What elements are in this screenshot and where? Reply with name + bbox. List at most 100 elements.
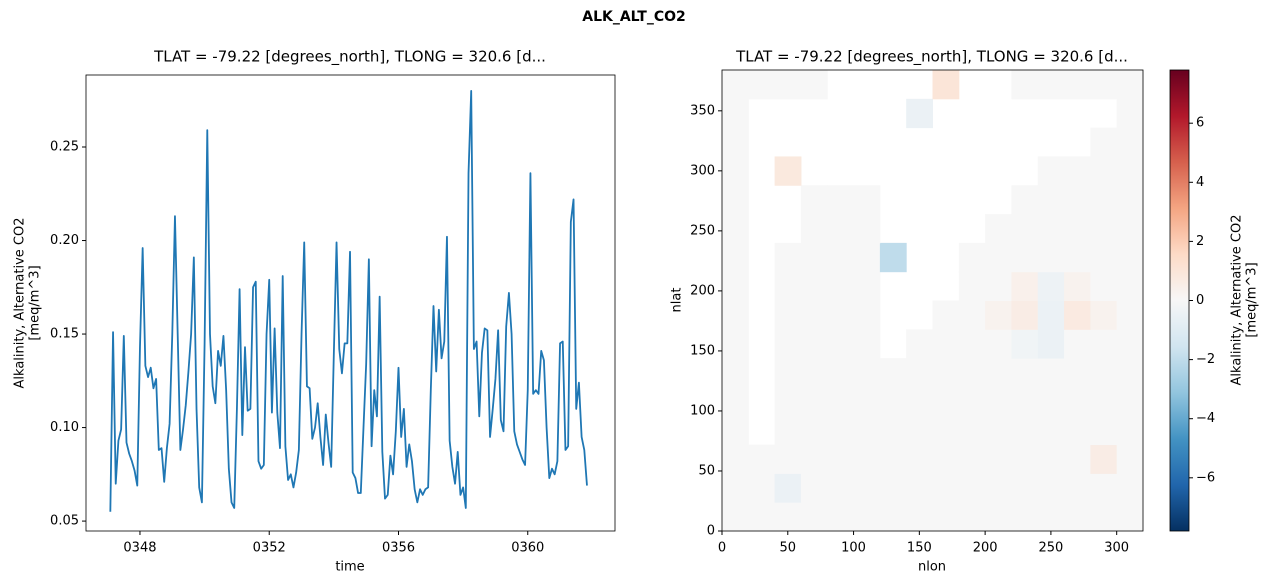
- heatmap-cell: [774, 386, 802, 417]
- heatmap-cell: [906, 386, 933, 417]
- right-title: TLAT = -79.22 [degrees_north], TLONG = 3…: [735, 48, 1128, 67]
- heatmap-cell: [932, 358, 960, 388]
- heatmap-cell: [985, 271, 1012, 301]
- heatmap-cell: [958, 358, 986, 388]
- heatmap-cell: [774, 358, 802, 388]
- heatmap-cell: [985, 300, 1012, 330]
- heatmap-cell: [1116, 271, 1144, 301]
- heatmap-cell: [932, 300, 960, 330]
- heatmap-cell: [774, 70, 802, 100]
- heatmap-cell: [722, 127, 749, 157]
- heatmap-cell: [1116, 127, 1144, 157]
- heatmap-cell: [1064, 444, 1091, 474]
- heatmap-cell: [800, 214, 828, 244]
- heatmap-cell: [1011, 185, 1039, 215]
- y-tick-label: 50: [698, 463, 715, 478]
- heatmap-cell: [1090, 185, 1118, 215]
- heatmap-cell: [722, 214, 749, 244]
- heatmap-cell: [906, 415, 933, 446]
- heatmap-cell: [774, 444, 802, 474]
- heatmap-cell: [748, 502, 776, 532]
- heatmap-cell: [1037, 242, 1065, 273]
- heatmap-cell: [932, 329, 960, 359]
- heatmap-cell: [774, 473, 802, 503]
- x-tick-label: 0352: [253, 541, 286, 556]
- heatmap-cell: [800, 386, 828, 417]
- heatmap-cell: [958, 473, 986, 503]
- heatmap-cell: [985, 329, 1012, 359]
- heatmap-cell: [774, 156, 802, 186]
- heatmap-cell: [1090, 329, 1118, 359]
- heatmap-cell: [1037, 473, 1065, 503]
- heatmap-cell: [827, 300, 855, 330]
- heatmap-cell: [1064, 70, 1091, 100]
- heatmap-cell: [1011, 386, 1039, 417]
- heatmap-cell: [800, 185, 828, 215]
- heatmap-cell: [1064, 185, 1091, 215]
- heatmap-cell: [774, 271, 802, 301]
- heatmap-cell: [1090, 444, 1118, 474]
- heatmap-cell: [774, 242, 802, 273]
- heatmap-cell: [774, 300, 802, 330]
- heatmap-cell: [1037, 214, 1065, 244]
- y-tick-label: 100: [690, 403, 715, 418]
- heatmap-cell: [748, 473, 776, 503]
- heatmap-cell: [1116, 156, 1144, 186]
- left-y-label: [meq/m^3]: [28, 265, 43, 340]
- heatmap-cell: [800, 242, 828, 273]
- heatmap-cell: [1011, 271, 1039, 301]
- x-tick-label: 300: [1104, 541, 1129, 556]
- heatmap-cell: [1037, 185, 1065, 215]
- heatmap-cell: [879, 473, 907, 503]
- right-x-label: nlon: [918, 560, 946, 575]
- colorbar-tick-label: 2: [1196, 234, 1204, 249]
- heatmap-cell: [985, 358, 1012, 388]
- colorbar-tick-label: −6: [1196, 470, 1215, 485]
- heatmap-cell: [722, 156, 749, 186]
- heatmap-cell: [800, 300, 828, 330]
- heatmap-cell: [1011, 415, 1039, 446]
- heatmap-cell: [985, 444, 1012, 474]
- plot-frame: [85, 74, 616, 532]
- heatmap-cell: [853, 214, 881, 244]
- heatmap-cell: [879, 358, 907, 388]
- y-tick-label: 250: [690, 223, 715, 238]
- heatmap-cell: [879, 444, 907, 474]
- heatmap-cell: [1064, 156, 1091, 186]
- heatmap-cell: [1064, 386, 1091, 417]
- heatmap-cell: [958, 415, 986, 446]
- heatmap-cell: [1037, 358, 1065, 388]
- heatmap-cell: [1037, 329, 1065, 359]
- heatmap-cell: [1064, 300, 1091, 330]
- heatmap-cell: [1090, 358, 1118, 388]
- heatmap-cell: [932, 473, 960, 503]
- heatmap-cell: [1037, 386, 1065, 417]
- heatmap-cell: [1116, 386, 1144, 417]
- heatmap-cell: [1116, 185, 1144, 215]
- heatmap-cell: [800, 271, 828, 301]
- heatmap-cell: [958, 329, 986, 359]
- heatmap-cell: [906, 358, 933, 388]
- heatmap-cell: [1011, 329, 1039, 359]
- heatmap-cell: [748, 70, 776, 100]
- heatmap-cell: [1116, 214, 1144, 244]
- heatmap-cell: [879, 386, 907, 417]
- heatmap-cell: [722, 415, 749, 446]
- heatmap-cell: [827, 386, 855, 417]
- heatmap-cell: [800, 70, 828, 100]
- colorbar-tick-label: 6: [1196, 116, 1204, 131]
- heatmap-cell: [985, 473, 1012, 503]
- heatmap-cell: [853, 444, 881, 474]
- heatmap-cell: [1064, 473, 1091, 503]
- heatmap-cell: [1011, 214, 1039, 244]
- heatmap-cell: [1090, 473, 1118, 503]
- heatmap-cell: [1090, 415, 1118, 446]
- heatmap-cell: [1037, 300, 1065, 330]
- heatmap-cell: [906, 98, 933, 129]
- y-tick-label: 150: [690, 343, 715, 358]
- heatmap-cell: [985, 502, 1012, 532]
- heatmap-cell: [985, 214, 1012, 244]
- y-tick-label: 0.25: [50, 140, 79, 155]
- heatmap-cell: [879, 502, 907, 532]
